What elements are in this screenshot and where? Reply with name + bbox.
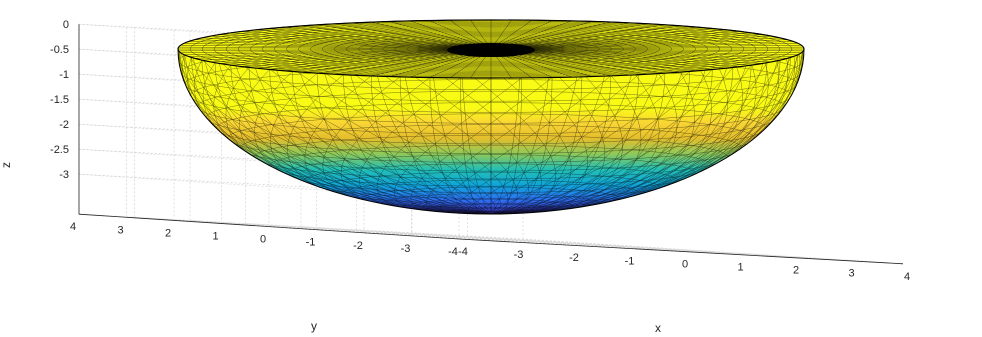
x-tick-label: -2 [569, 252, 579, 264]
x-tick-label: -1 [625, 255, 635, 267]
triangulation-line [201, 37, 492, 214]
floor-gridline [134, 216, 515, 243]
triangulation-line [489, 64, 752, 214]
x-tick-label: -4 [458, 246, 468, 258]
meridian-line [490, 71, 690, 214]
meridian-line [343, 74, 492, 214]
triangulation-line [178, 48, 492, 214]
triangulation-line [179, 51, 492, 214]
meridian-line [292, 71, 492, 214]
y-tick-label: -2 [353, 240, 363, 252]
triangulation-line [230, 32, 493, 214]
triangulation-line [426, 76, 583, 214]
triangulation-line [480, 69, 713, 214]
triangulation-line [453, 74, 639, 214]
x-tick-label: 1 [737, 262, 743, 274]
meridian-line [490, 32, 752, 214]
y-tick-label: -4 [448, 246, 458, 258]
triangulation-line [490, 62, 768, 214]
meridian-line [490, 30, 734, 214]
triangulation-line [194, 60, 492, 214]
hemisphere-surface [177, 19, 805, 215]
triangulation-line [410, 77, 553, 214]
triangulation-line [486, 67, 734, 214]
x-tick-label: 2 [793, 265, 799, 277]
z-tick-label: -3 [59, 169, 69, 181]
z-gridline [78, 98, 460, 125]
triangulation-line [440, 75, 611, 214]
meridian-line [230, 32, 492, 214]
z-gridline [78, 148, 460, 175]
y-tick-label: 4 [70, 221, 76, 233]
meridian-line [269, 28, 492, 214]
x-axis-label: x [655, 321, 661, 335]
z-tick-label: -1.5 [50, 94, 69, 106]
z-gridline [78, 123, 460, 150]
meridian-line [490, 75, 611, 214]
meridian-line [490, 77, 553, 214]
axes [78, 24, 904, 265]
floor-gridline [221, 223, 666, 249]
triangulation-line [182, 54, 492, 214]
x-tick-label: 3 [848, 268, 854, 280]
triangulation-line [490, 54, 799, 214]
floor-gridline [189, 220, 571, 246]
meridian-line [248, 30, 492, 214]
z-axis-label: z [0, 162, 13, 168]
floor-gridline [316, 229, 761, 255]
z-gridline [78, 23, 460, 50]
y-tick-label: -3 [401, 243, 411, 255]
triangulation-line [214, 35, 492, 214]
floor-gridline [300, 226, 682, 252]
meridian-line [490, 76, 583, 214]
triangulation-line [490, 24, 712, 214]
meridian-line [490, 28, 713, 214]
y-tick-label: 3 [117, 224, 123, 236]
z-gridline [78, 173, 460, 200]
z-tick-label: -1 [59, 69, 69, 81]
triangulation-line [490, 60, 781, 214]
triangulation-line [191, 40, 492, 214]
y-axis-label: y [311, 319, 317, 333]
meridian-line [429, 77, 492, 214]
meridian-line [490, 35, 768, 214]
meridian-line [316, 73, 492, 214]
y-axis-line [78, 213, 460, 240]
y-tick-label: -1 [306, 237, 316, 249]
triangulation-line [183, 43, 492, 214]
z-tick-label: -2.5 [50, 144, 69, 156]
meridian-line [490, 73, 666, 214]
triangulation-line [186, 57, 492, 214]
floor-gridline [268, 226, 714, 252]
z-gridline [78, 48, 460, 75]
meridian-line [399, 76, 492, 214]
meridian-line [490, 77, 522, 214]
triangulation-line [473, 71, 690, 214]
triangulation-line [464, 72, 666, 214]
meridian-line [490, 74, 639, 214]
meridian-line [460, 77, 492, 214]
triangulation-line [179, 46, 492, 214]
y-tick-label: 1 [212, 231, 218, 243]
z-gridline [78, 73, 460, 100]
triangulation-line [490, 51, 803, 214]
triangulation-line [202, 62, 492, 214]
z-tick-label: 0 [63, 19, 69, 31]
triangulation-line [490, 26, 728, 214]
y-tick-label: 2 [165, 227, 171, 239]
x-tick-label: 4 [904, 271, 910, 283]
tick-labels: 0 -0.5 -1 -1.5 -2 -2.5 -3 4 3 2 1 0 -1 -2 -3 -4 -4 -3 -2 -1… [50, 19, 910, 283]
disk-center [447, 43, 535, 57]
x-axis-line [458, 238, 904, 265]
z-tick-label: -2 [59, 119, 69, 131]
x-tick-label: 0 [682, 258, 688, 270]
floor-gridline [245, 223, 626, 249]
z-tick-label: -0.5 [50, 44, 69, 56]
x-tick-label: -3 [514, 249, 524, 261]
y-tick-label: 0 [260, 234, 266, 246]
